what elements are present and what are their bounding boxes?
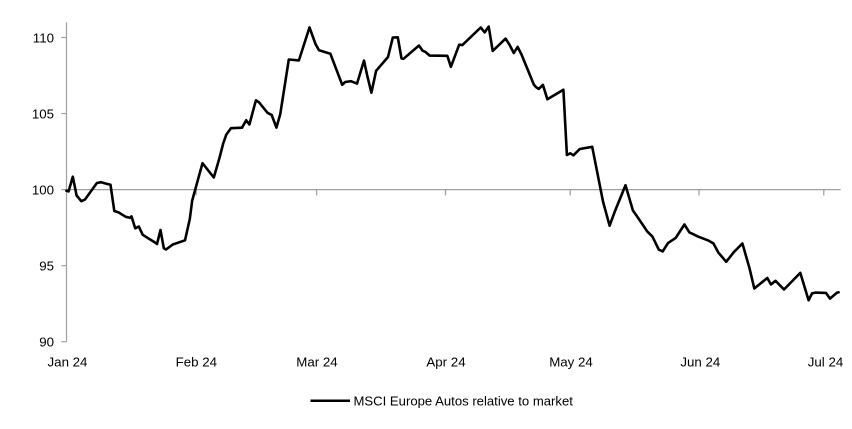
svg-text:MSCI Europe Autos relative to: MSCI Europe Autos relative to market (354, 394, 574, 409)
svg-text:Jan 24: Jan 24 (48, 355, 88, 370)
svg-text:90: 90 (39, 335, 54, 350)
svg-text:Apr 24: Apr 24 (426, 355, 465, 370)
svg-text:May 24: May 24 (549, 355, 593, 370)
svg-text:Jun 24: Jun 24 (680, 355, 720, 370)
svg-text:95: 95 (39, 258, 54, 273)
svg-text:110: 110 (33, 30, 54, 45)
svg-text:Jul 24: Jul 24 (808, 355, 843, 370)
svg-text:Feb 24: Feb 24 (176, 355, 217, 370)
svg-text:105: 105 (32, 106, 54, 121)
svg-text:Mar 24: Mar 24 (296, 355, 337, 370)
svg-text:100: 100 (32, 182, 54, 197)
